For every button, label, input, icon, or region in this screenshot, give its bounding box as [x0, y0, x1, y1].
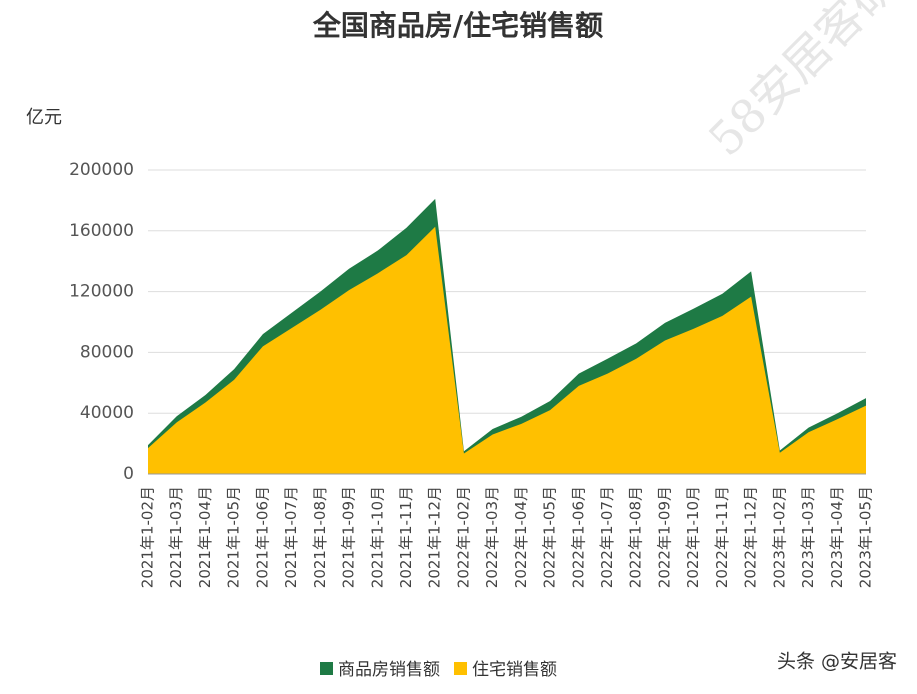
- source: 头条 @安居客: [777, 651, 897, 673]
- x-tick-label: 2022年1-04月: [512, 486, 530, 588]
- y-tick-label: 160000: [69, 221, 134, 241]
- y-tick-label: 200000: [69, 160, 134, 180]
- x-tick-label: 2022年1-12月: [742, 486, 760, 588]
- x-tick-label: 2022年1-11月: [713, 486, 731, 588]
- legend-label: 商品房销售额: [338, 660, 440, 680]
- x-tick-label: 2022年1-08月: [627, 486, 645, 588]
- legend-label: 住宅销售额: [472, 660, 557, 680]
- x-tick-label: 2021年1-12月: [426, 486, 444, 588]
- y-tick-label: 80000: [80, 342, 134, 362]
- area: [148, 226, 866, 474]
- x-tick-label: 2021年1-02月: [139, 486, 157, 588]
- x-tick-label: 2022年1-03月: [483, 486, 501, 588]
- watermark: 58安居客研究院: [698, 0, 917, 166]
- x-tick-label: 2022年1-06月: [569, 486, 587, 588]
- x-tick-label: 2022年1-05月: [541, 486, 559, 588]
- x-tick-label: 2022年1-10月: [684, 486, 702, 588]
- x-tick-label: 2021年1-11月: [397, 486, 415, 588]
- x-tick-label: 2021年1-06月: [253, 486, 271, 588]
- x-tick-label: 2023年1-04月: [828, 486, 846, 588]
- y-tick-label: 120000: [69, 282, 134, 302]
- x-tick-label: 2021年1-10月: [368, 486, 386, 588]
- x-tick-label: 2023年1-03月: [799, 486, 817, 588]
- legend-swatch: [320, 662, 333, 675]
- x-tick-label: 2021年1-04月: [196, 486, 214, 588]
- x-tick-label: 2023年1-05月: [857, 486, 875, 588]
- x-tick-label: 2022年1-09月: [655, 486, 673, 588]
- x-tick-label: 2021年1-03月: [167, 486, 185, 588]
- x-tick-label: 2021年1-08月: [311, 486, 329, 588]
- x-tick-label: 2021年1-07月: [282, 486, 300, 588]
- x-tick-label: 2021年1-09月: [340, 486, 358, 588]
- x-tick-label: 2022年1-07月: [598, 486, 616, 588]
- y-unit: 亿元: [26, 107, 62, 128]
- chart-title: 全国商品房/住宅销售额: [312, 9, 603, 42]
- x-tick-label: 2023年1-02月: [770, 486, 788, 588]
- x-tick-label: 2021年1-05月: [225, 486, 243, 588]
- y-tick-label: 40000: [80, 403, 134, 423]
- y-tick-label: 0: [123, 464, 134, 484]
- legend-swatch: [454, 662, 467, 675]
- x-tick-label: 2022年1-02月: [454, 486, 472, 588]
